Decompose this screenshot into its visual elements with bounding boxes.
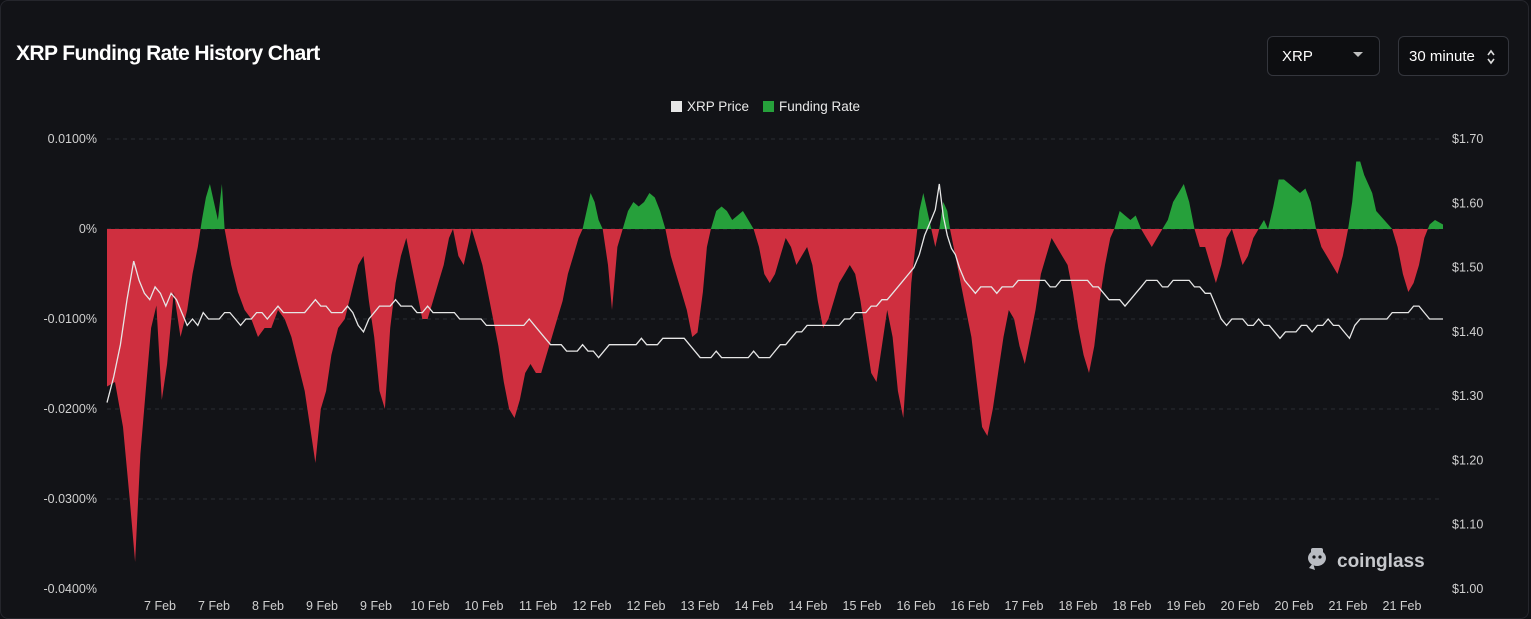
legend-label-price: XRP Price <box>686 99 749 114</box>
interval-select[interactable]: 30 minute <box>1398 36 1509 76</box>
left-tick-label: -0.0200% <box>43 402 97 416</box>
x-tick-label: 11 Feb <box>519 599 557 613</box>
caret-down-icon <box>1353 52 1363 57</box>
left-tick-label: -0.0100% <box>43 312 97 326</box>
coin-select-value: XRP <box>1282 47 1313 65</box>
coinglass-watermark: coinglass <box>1308 548 1425 572</box>
x-tick-label: 20 Feb <box>1275 599 1314 613</box>
right-tick-label: $1.70 <box>1452 132 1483 146</box>
coin-select[interactable]: XRP <box>1267 36 1380 76</box>
x-tick-label: 12 Feb <box>627 599 666 613</box>
watermark-text: coinglass <box>1337 551 1425 572</box>
legend-item-price[interactable]: XRP Price <box>670 99 749 114</box>
x-tick-label: 8 Feb <box>252 599 284 613</box>
x-tick-label: 18 Feb <box>1059 599 1098 613</box>
up-down-chevron-icon <box>1487 49 1495 65</box>
right-tick-label: $1.60 <box>1452 196 1483 210</box>
x-tick-label: 7 Feb <box>198 599 230 613</box>
page-title: XRP Funding Rate History Chart <box>16 42 320 65</box>
x-tick-label: 10 Feb <box>465 599 504 613</box>
right-tick-label: $1.10 <box>1452 518 1483 532</box>
x-tick-label: 10 Feb <box>411 599 450 613</box>
x-tick-label: 16 Feb <box>951 599 990 613</box>
x-tick-label: 18 Feb <box>1113 599 1152 613</box>
left-axis: 0.0100% 0% -0.0100% -0.0200% -0.0300% -0.0400… <box>43 132 97 596</box>
legend-label-funding: Funding Rate <box>778 99 861 114</box>
x-tick-label: 9 Feb <box>306 599 338 613</box>
x-tick-label: 21 Feb <box>1329 599 1368 613</box>
right-axis: $1.70 $1.60 $1.50 $1.40 $1.30 $1.20 $1.10 $1.00 <box>1452 132 1483 596</box>
x-tick-label: 20 Feb <box>1221 599 1260 613</box>
left-tick-label: -0.0300% <box>43 492 97 506</box>
x-tick-label: 14 Feb <box>789 599 828 613</box>
legend-item-funding[interactable]: Funding Rate <box>762 99 861 114</box>
right-tick-label: $1.40 <box>1452 325 1483 339</box>
x-tick-label: 14 Feb <box>735 599 774 613</box>
funding-rate-negative-area <box>107 229 1443 562</box>
x-tick-label: 7 Feb <box>144 599 176 613</box>
right-tick-label: $1.00 <box>1452 582 1483 596</box>
right-tick-label: $1.20 <box>1452 453 1483 467</box>
coinglass-logo-icon <box>1308 548 1326 570</box>
left-tick-label: -0.0400% <box>43 582 97 596</box>
x-tick-label: 9 Feb <box>360 599 392 613</box>
xrp-price-line <box>106 183 1443 403</box>
x-tick-label: 21 Feb <box>1383 599 1422 613</box>
x-tick-label: 12 Feb <box>573 599 612 613</box>
x-tick-label: 13 Feb <box>681 599 720 613</box>
interval-select-value: 30 minute <box>1409 47 1475 65</box>
left-tick-label: 0% <box>79 222 97 236</box>
left-tick-label: 0.0100% <box>48 132 97 146</box>
x-axis: 7 Feb 7 Feb 8 Feb 9 Feb 9 Feb 10 Feb 10 Feb 11 … <box>144 599 1421 613</box>
x-tick-label: 15 Feb <box>843 599 882 613</box>
legend-swatch-funding <box>762 101 774 112</box>
x-tick-label: 16 Feb <box>897 599 936 613</box>
x-tick-label: 17 Feb <box>1005 599 1044 613</box>
x-tick-label: 19 Feb <box>1167 599 1206 613</box>
funding-rate-positive-area <box>107 161 1443 229</box>
chart-legend: XRP Price Funding Rate <box>0 99 1531 114</box>
right-tick-label: $1.50 <box>1452 261 1483 275</box>
legend-swatch-price <box>670 101 682 112</box>
right-tick-label: $1.30 <box>1452 389 1483 403</box>
